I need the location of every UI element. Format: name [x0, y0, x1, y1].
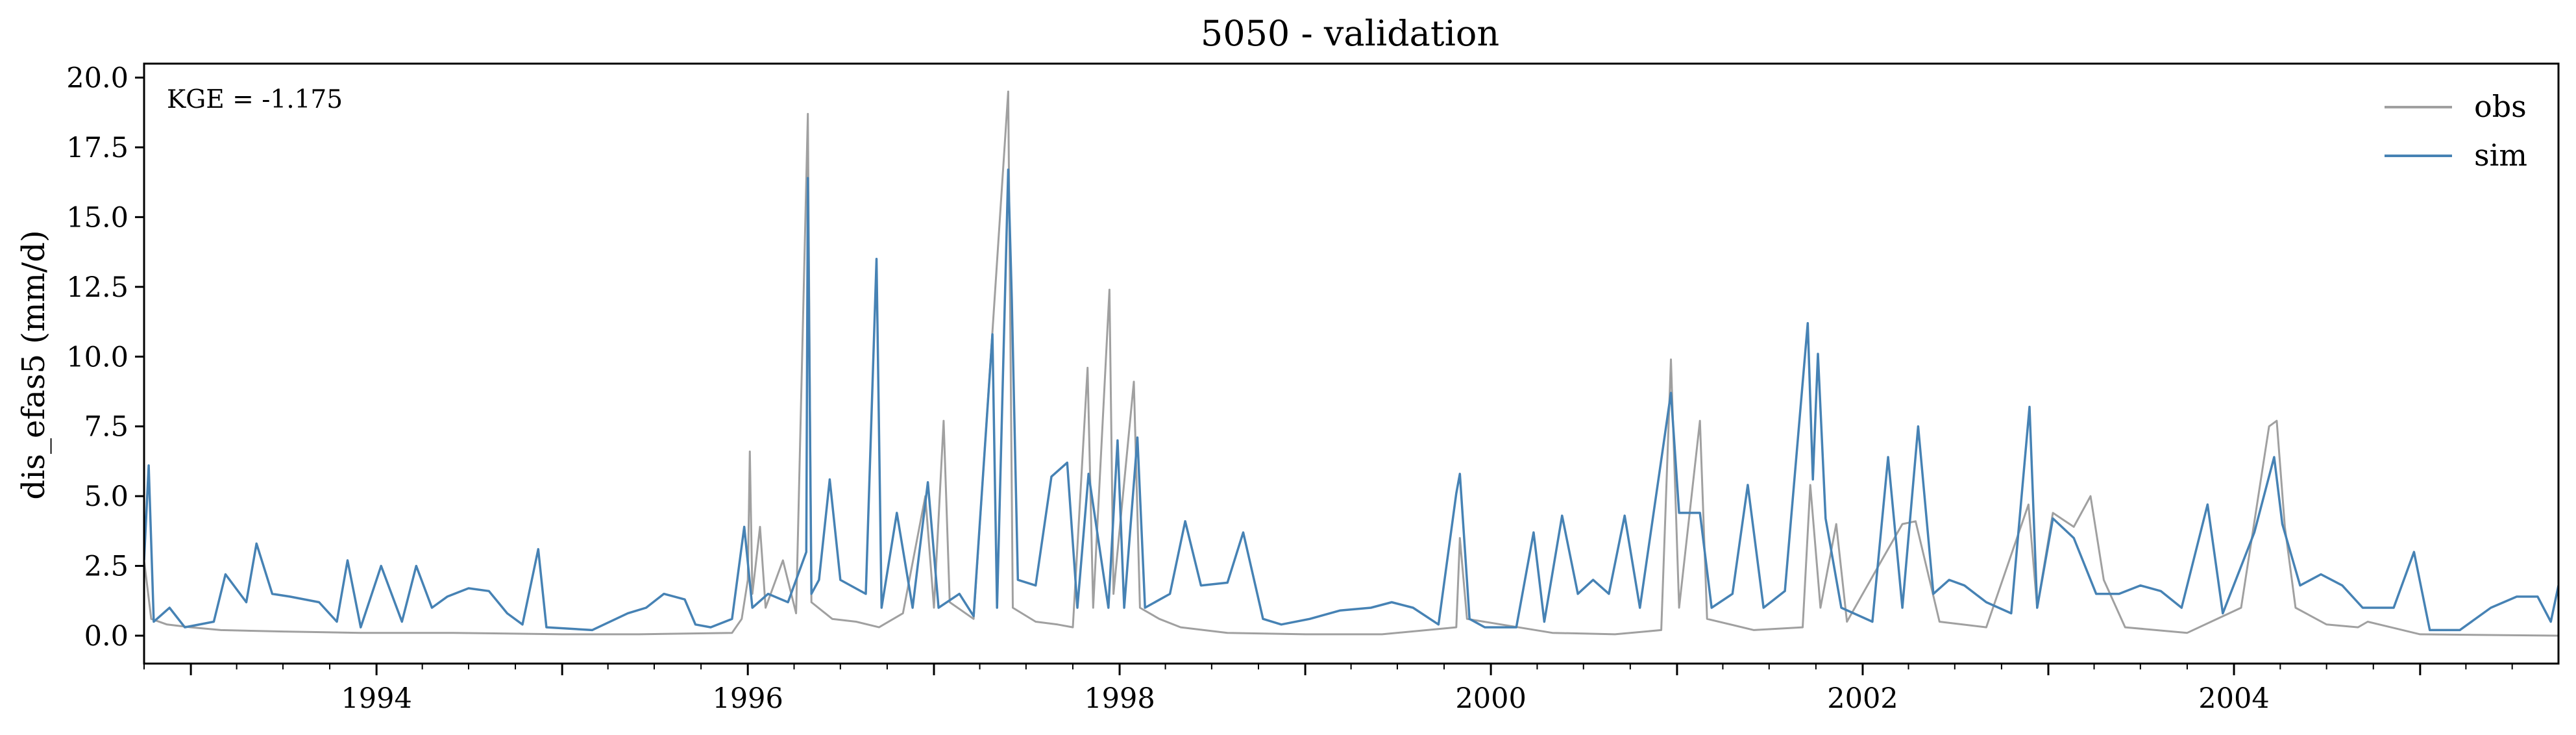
y-tick-label: 15.0 — [66, 201, 129, 234]
y-tick-label: 20.0 — [66, 62, 129, 94]
y-tick-label: 2.5 — [84, 551, 129, 583]
series-line-sim — [144, 168, 2558, 632]
x-tick-label: 1994 — [341, 682, 411, 715]
y-tick-label: 5.0 — [84, 480, 129, 513]
y-tick-label: 12.5 — [66, 271, 129, 304]
plot-frame — [143, 62, 2560, 665]
x-tick-label: 2002 — [1827, 682, 1898, 715]
y-tick-label: 17.5 — [66, 132, 129, 164]
y-axis-label: dis_efas5 (mm/d) — [16, 230, 52, 499]
legend-sim-label: sim — [2474, 138, 2527, 173]
y-axis-ticks: 0.0 2.5 5.0 7.5 10.0 12.5 15.0 17.5 20.0 — [66, 62, 144, 653]
x-tick-label: 2000 — [1455, 682, 1526, 715]
y-tick-label: 0.0 — [84, 620, 129, 653]
y-tick-label: 7.5 — [84, 411, 129, 443]
plot-series — [144, 90, 2558, 637]
x-tick-label: 1996 — [712, 682, 783, 715]
kge-annotation: KGE = -1.175 — [167, 85, 343, 114]
x-tick-label: 2004 — [2198, 682, 2269, 715]
legend: obs sim — [2385, 89, 2527, 173]
y-tick-label: 10.0 — [66, 341, 129, 373]
x-axis-ticks: 1994 1996 1998 2000 2002 2004 — [143, 664, 2513, 715]
chart-title: 5050 - validation — [1201, 13, 1499, 54]
x-tick-label: 1998 — [1084, 682, 1155, 715]
series-line-obs — [144, 90, 2558, 637]
legend-obs-label: obs — [2474, 89, 2527, 124]
